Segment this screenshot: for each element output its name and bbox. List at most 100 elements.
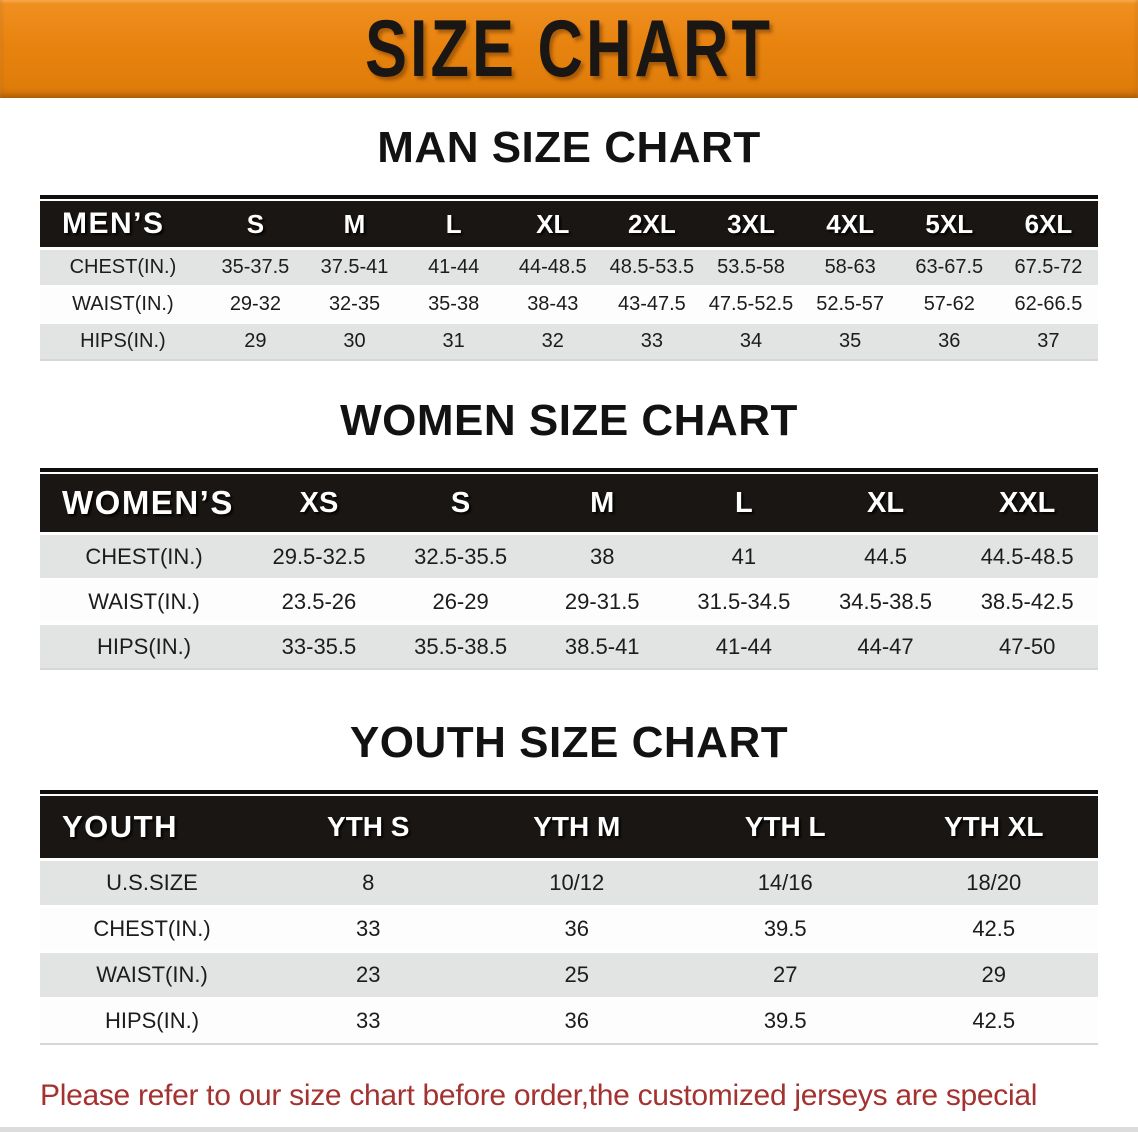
cell: 38 bbox=[531, 535, 674, 578]
row-label: WAIST(IN.) bbox=[40, 578, 249, 623]
footer-line-1: Please refer to our size chart before or… bbox=[40, 1079, 1038, 1132]
cell: 34.5-38.5 bbox=[814, 578, 957, 623]
table-corner-label: WOMEN’S bbox=[40, 472, 249, 535]
column-header: 6XL bbox=[998, 199, 1098, 250]
column-header: L bbox=[404, 199, 504, 250]
cell: 18/20 bbox=[889, 861, 1098, 905]
cell: 34 bbox=[701, 322, 801, 361]
table-head: YOUTH YTH S YTH M YTH L YTH XL bbox=[40, 794, 1098, 861]
cell: 42.5 bbox=[889, 905, 1098, 951]
cell: 32.5-35.5 bbox=[389, 535, 532, 578]
table-row: HIPS(IN.) 33-35.5 35.5-38.5 38.5-41 41-44 44-… bbox=[40, 623, 1098, 670]
cell: 57-62 bbox=[899, 285, 999, 322]
cell: 37 bbox=[998, 322, 1098, 361]
column-header: 3XL bbox=[701, 199, 801, 250]
row-label: WAIST(IN.) bbox=[40, 285, 206, 322]
cell: 43-47.5 bbox=[602, 285, 702, 322]
row-label: CHEST(IN.) bbox=[40, 905, 265, 951]
women-section-heading: WOMEN SIZE CHART bbox=[340, 396, 798, 445]
cell: 35-38 bbox=[404, 285, 504, 322]
cell: 62-66.5 bbox=[998, 285, 1098, 322]
cell: 48.5-53.5 bbox=[602, 250, 702, 285]
column-header: 4XL bbox=[800, 199, 900, 250]
cell: 35 bbox=[800, 322, 900, 361]
cell: 38.5-42.5 bbox=[956, 578, 1098, 623]
table-row: CHEST(IN.) 33 36 39.5 42.5 bbox=[40, 905, 1098, 951]
cell: 38-43 bbox=[503, 285, 603, 322]
table-row: CHEST(IN.) 29.5-32.5 32.5-35.5 38 41 44.5 44.5… bbox=[40, 535, 1098, 578]
cell: 14/16 bbox=[680, 861, 890, 905]
cell: 44-47 bbox=[814, 623, 957, 670]
cell: 41-44 bbox=[673, 623, 815, 670]
cell: 26-29 bbox=[389, 578, 532, 623]
cell: 8 bbox=[264, 861, 473, 905]
table-row: CHEST(IN.) 35-37.5 37.5-41 41-44 44-48.5 48.5… bbox=[40, 250, 1098, 285]
column-header: XL bbox=[503, 199, 603, 250]
cell: 44.5-48.5 bbox=[956, 535, 1098, 578]
cell: 41-44 bbox=[404, 250, 504, 285]
table-row: HIPS(IN.) 33 36 39.5 42.5 bbox=[40, 997, 1098, 1045]
cell: 27 bbox=[680, 951, 890, 997]
footer-note: Please refer to our size chart before or… bbox=[40, 1071, 1108, 1132]
row-label: WAIST(IN.) bbox=[40, 951, 265, 997]
cell: 25 bbox=[472, 951, 681, 997]
column-header: M bbox=[304, 199, 405, 250]
cell: 53.5-58 bbox=[701, 250, 801, 285]
cell: 52.5-57 bbox=[800, 285, 900, 322]
cell: 44.5 bbox=[814, 535, 957, 578]
cell: 29 bbox=[205, 322, 305, 361]
table-row: WAIST(IN.) 29-32 32-35 35-38 38-43 43-47.5 47.… bbox=[40, 285, 1098, 322]
cell: 32-35 bbox=[304, 285, 405, 322]
cell: 23.5-26 bbox=[248, 578, 390, 623]
cell: 35-37.5 bbox=[205, 250, 305, 285]
row-label: U.S.SIZE bbox=[40, 861, 265, 905]
table-head: WOMEN’S XS S M L XL XXL bbox=[40, 472, 1098, 535]
cell: 67.5-72 bbox=[998, 250, 1098, 285]
row-label: HIPS(IN.) bbox=[40, 623, 249, 670]
cell: 36 bbox=[472, 905, 681, 951]
cell: 33 bbox=[264, 997, 473, 1045]
row-label: CHEST(IN.) bbox=[40, 250, 206, 285]
cell: 58-63 bbox=[800, 250, 900, 285]
column-header: YTH S bbox=[264, 794, 473, 861]
table-body: CHEST(IN.) 35-37.5 37.5-41 41-44 44-48.5 48.5… bbox=[40, 250, 1098, 361]
row-label: HIPS(IN.) bbox=[40, 997, 265, 1045]
table-row: HIPS(IN.) 29 30 31 32 33 34 35 36 37 bbox=[40, 322, 1098, 361]
cell: 41 bbox=[673, 535, 815, 578]
column-header: YTH L bbox=[680, 794, 890, 861]
cell: 39.5 bbox=[680, 997, 890, 1045]
cell: 23 bbox=[264, 951, 473, 997]
youth-size-table: YOUTH YTH S YTH M YTH L YTH XL U.S.SIZE 8 10/12… bbox=[40, 790, 1098, 1045]
bottom-edge-strip bbox=[0, 1127, 1138, 1132]
cell: 47-50 bbox=[956, 623, 1098, 670]
cell: 31 bbox=[404, 322, 504, 361]
cell: 37.5-41 bbox=[304, 250, 405, 285]
table-head: MEN’S S M L XL 2XL 3XL 4XL 5XL 6XL bbox=[40, 199, 1098, 250]
row-label: HIPS(IN.) bbox=[40, 322, 206, 361]
men-section-heading: MAN SIZE CHART bbox=[377, 123, 761, 172]
table-body: CHEST(IN.) 29.5-32.5 32.5-35.5 38 41 44.5 44.5… bbox=[40, 535, 1098, 670]
cell: 39.5 bbox=[680, 905, 890, 951]
column-header: 5XL bbox=[899, 199, 999, 250]
column-header: S bbox=[205, 199, 305, 250]
cell: 42.5 bbox=[889, 997, 1098, 1045]
cell: 44-48.5 bbox=[503, 250, 603, 285]
cell: 29-31.5 bbox=[531, 578, 674, 623]
column-header: S bbox=[389, 472, 532, 535]
cell: 63-67.5 bbox=[899, 250, 999, 285]
table-row: U.S.SIZE 8 10/12 14/16 18/20 bbox=[40, 861, 1098, 905]
cell: 32 bbox=[503, 322, 603, 361]
cell: 31.5-34.5 bbox=[673, 578, 815, 623]
men-size-table: MEN’S S M L XL 2XL 3XL 4XL 5XL 6XL CHEST(IN.) 35-37… bbox=[40, 195, 1098, 361]
cell: 35.5-38.5 bbox=[389, 623, 532, 670]
cell: 29 bbox=[889, 951, 1098, 997]
column-header: XL bbox=[814, 472, 957, 535]
column-header: M bbox=[531, 472, 674, 535]
table-row: WAIST(IN.) 23 25 27 29 bbox=[40, 951, 1098, 997]
column-header: L bbox=[673, 472, 815, 535]
women-size-table: WOMEN’S XS S M L XL XXL CHEST(IN.) 29.5-32.5 32.5… bbox=[40, 468, 1098, 670]
column-header: 2XL bbox=[602, 199, 702, 250]
size-chart-banner: SIZE CHART bbox=[0, 0, 1138, 98]
cell: 47.5-52.5 bbox=[701, 285, 801, 322]
